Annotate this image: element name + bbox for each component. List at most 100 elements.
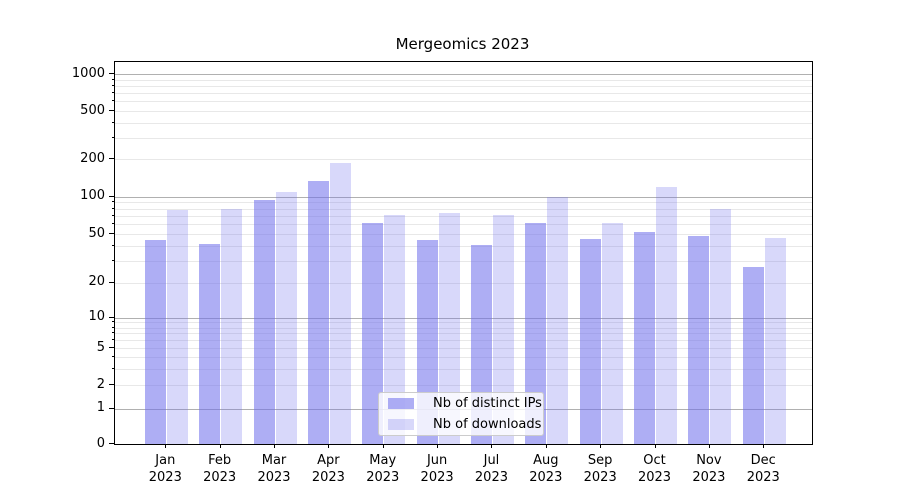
bar-downloads (656, 186, 678, 444)
legend-swatch-distinct-ips (388, 398, 414, 410)
x-axis-tick-label: Sep 2023 (583, 453, 617, 485)
y-axis-tick-label: 5 (96, 339, 105, 355)
gridline-minor (115, 111, 812, 112)
y-minor-tick-mark (111, 136, 114, 138)
bar-distinct-ips (688, 236, 710, 444)
bar-downloads (384, 215, 406, 444)
y-tick-mark (109, 316, 114, 318)
bar-downloads (166, 210, 188, 444)
bar-distinct-ips (199, 243, 221, 444)
gridline-minor (115, 246, 812, 248)
y-minor-tick-mark (111, 245, 114, 247)
y-minor-tick-mark (111, 347, 114, 349)
y-minor-tick-mark (111, 158, 114, 160)
bar-downloads (710, 208, 732, 444)
bar-downloads (601, 223, 623, 444)
y-minor-tick-mark (111, 78, 114, 80)
y-minor-tick-mark (111, 110, 114, 111)
legend-label: Nb of distinct IPs (433, 396, 542, 412)
x-tick-mark (708, 444, 710, 448)
x-tick-mark (274, 444, 276, 448)
x-axis-tick-label: Aug 2023 (529, 453, 563, 485)
x-axis-tick-label: Apr 2023 (311, 453, 345, 485)
x-tick-mark (382, 444, 384, 448)
y-axis-tick-label: 2 (96, 376, 105, 392)
gridline-minor (115, 159, 812, 161)
gridline-minor (115, 385, 812, 387)
bar-downloads (492, 215, 514, 444)
x-axis-tick-label: Dec 2023 (746, 453, 780, 485)
y-axis-tick-label: 10 (88, 309, 105, 325)
y-minor-tick-mark (111, 356, 114, 358)
legend-label: Nb of downloads (433, 416, 542, 432)
y-minor-tick-mark (111, 223, 114, 225)
bar-downloads (438, 212, 460, 444)
gridline-minor (115, 282, 812, 284)
y-minor-tick-mark (111, 367, 114, 369)
gridline-major (115, 74, 812, 76)
x-axis-tick-label: Mar 2023 (257, 453, 291, 485)
y-minor-tick-mark (111, 85, 114, 87)
gridline-minor (115, 333, 812, 335)
y-minor-tick-mark (111, 321, 114, 323)
x-axis-tick-label: May 2023 (366, 453, 400, 485)
bar-downloads (764, 237, 786, 444)
bar-distinct-ips (579, 238, 601, 444)
y-minor-tick-mark (111, 339, 114, 341)
x-axis-tick-label: Nov 2023 (692, 453, 726, 485)
y-minor-tick-mark (111, 281, 114, 283)
x-tick-mark (600, 444, 602, 448)
y-axis-tick-label: 100 (80, 188, 105, 203)
bar-downloads (547, 196, 569, 444)
gridline-minor (115, 322, 812, 324)
gridline-minor (115, 215, 812, 217)
y-axis-tick-label: 50 (88, 225, 105, 241)
gridline-minor (115, 202, 812, 204)
x-axis-tick-label: Jun 2023 (420, 453, 454, 485)
legend-item: Nb of distinct IPs (379, 395, 543, 413)
gridline-minor (115, 79, 812, 81)
x-tick-mark (545, 444, 547, 448)
bar-downloads (221, 208, 243, 444)
gridline-minor (115, 208, 812, 210)
y-minor-tick-mark (111, 326, 114, 328)
gridline-major (115, 317, 812, 319)
x-tick-mark (165, 444, 167, 448)
legend: Nb of distinct IPs Nb of downloads (378, 392, 544, 436)
y-minor-tick-mark (111, 207, 114, 209)
gridline-minor (115, 327, 812, 329)
y-axis-tick-label: 200 (80, 150, 105, 166)
bar-distinct-ips (144, 239, 166, 444)
legend-item: Nb of downloads (379, 416, 543, 434)
bar-distinct-ips (253, 199, 275, 444)
y-axis-tick-label: 1000 (71, 65, 105, 81)
y-tick-mark (109, 73, 114, 75)
bar-distinct-ips (525, 222, 547, 444)
gridline-minor (115, 368, 812, 370)
x-tick-mark (219, 444, 221, 448)
gridline-minor (115, 101, 812, 103)
bar-distinct-ips (362, 223, 384, 444)
y-tick-mark (109, 407, 114, 409)
x-tick-mark (654, 444, 656, 448)
y-minor-tick-mark (111, 384, 114, 386)
x-axis-tick-label: Jul 2023 (474, 453, 508, 485)
gridline-minor (115, 224, 812, 226)
bar-downloads (329, 163, 351, 444)
gridline-minor (115, 137, 812, 139)
plot-area (114, 61, 813, 445)
y-minor-tick-mark (111, 260, 114, 262)
gridline-minor (115, 261, 812, 263)
x-axis-tick-label: Feb 2023 (203, 453, 237, 485)
y-axis-tick-label: 20 (88, 274, 105, 290)
y-tick-mark (109, 195, 114, 197)
bar-distinct-ips (634, 232, 656, 444)
x-tick-mark (763, 444, 765, 448)
chart-title: Mergeomics 2023 (395, 35, 530, 53)
bar-distinct-ips (742, 266, 764, 444)
x-axis-tick-label: Jan 2023 (148, 453, 182, 485)
gridline-minor (115, 357, 812, 359)
y-minor-tick-mark (111, 100, 114, 102)
legend-swatch-downloads (388, 418, 414, 430)
